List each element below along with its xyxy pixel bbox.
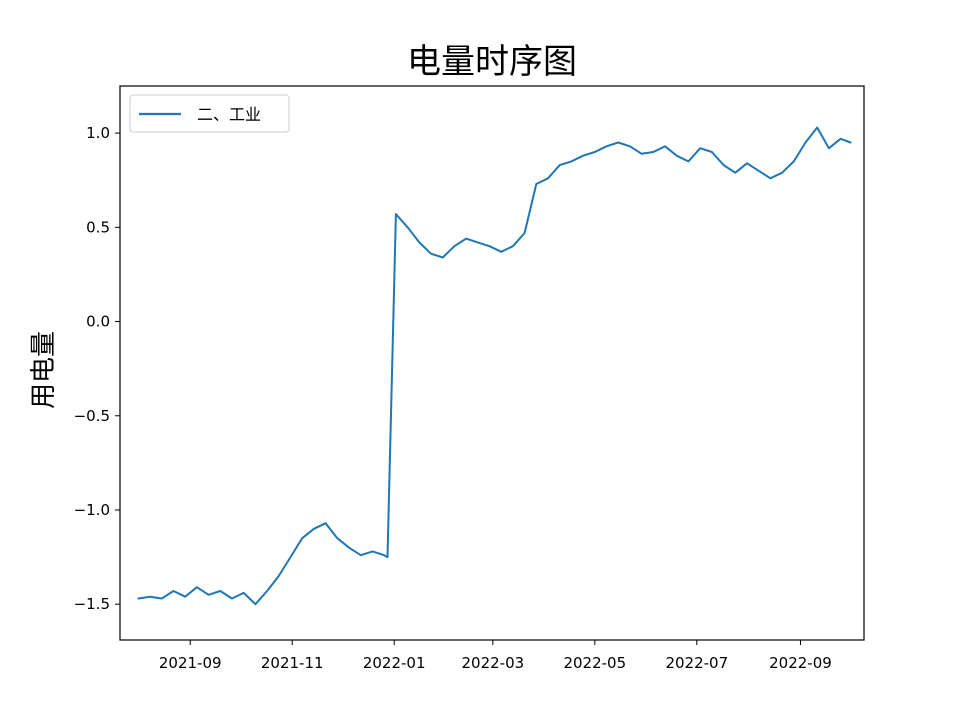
y-tick-label: −1.0: [74, 501, 110, 519]
y-axis-ticks: −1.5 −1.0 −0.5 0.0 0.5 1.0: [74, 124, 120, 613]
series-line-0: [137, 126, 852, 606]
legend-label: 二、工业: [197, 105, 261, 124]
x-tick-label: 2022-05: [563, 654, 626, 672]
y-axis-label: 用电量: [29, 331, 59, 409]
x-tick-label: 2022-07: [665, 654, 728, 672]
legend: 二、工业: [129, 94, 290, 133]
x-tick-label: 2022-01: [363, 654, 426, 672]
y-tick-label: 0.0: [86, 313, 110, 331]
x-tick-label: 2022-03: [461, 654, 524, 672]
x-tick-label: 2022-09: [769, 654, 832, 672]
legend-box: [129, 94, 290, 133]
plot-area: [137, 126, 852, 606]
y-tick-label: 0.5: [86, 218, 110, 236]
x-tick-label: 2021-09: [159, 654, 222, 672]
y-tick-label: 1.0: [86, 124, 110, 142]
x-axis-ticks: 2021-09 2021-11 2022-01 2022-03 2022-05 2022-…: [159, 640, 832, 672]
axes-frame: [119, 85, 865, 641]
x-tick-label: 2021-11: [261, 654, 324, 672]
y-tick-label: −0.5: [74, 407, 110, 425]
chart-title: 电量时序图: [407, 42, 577, 82]
y-tick-label: −1.5: [74, 595, 110, 613]
